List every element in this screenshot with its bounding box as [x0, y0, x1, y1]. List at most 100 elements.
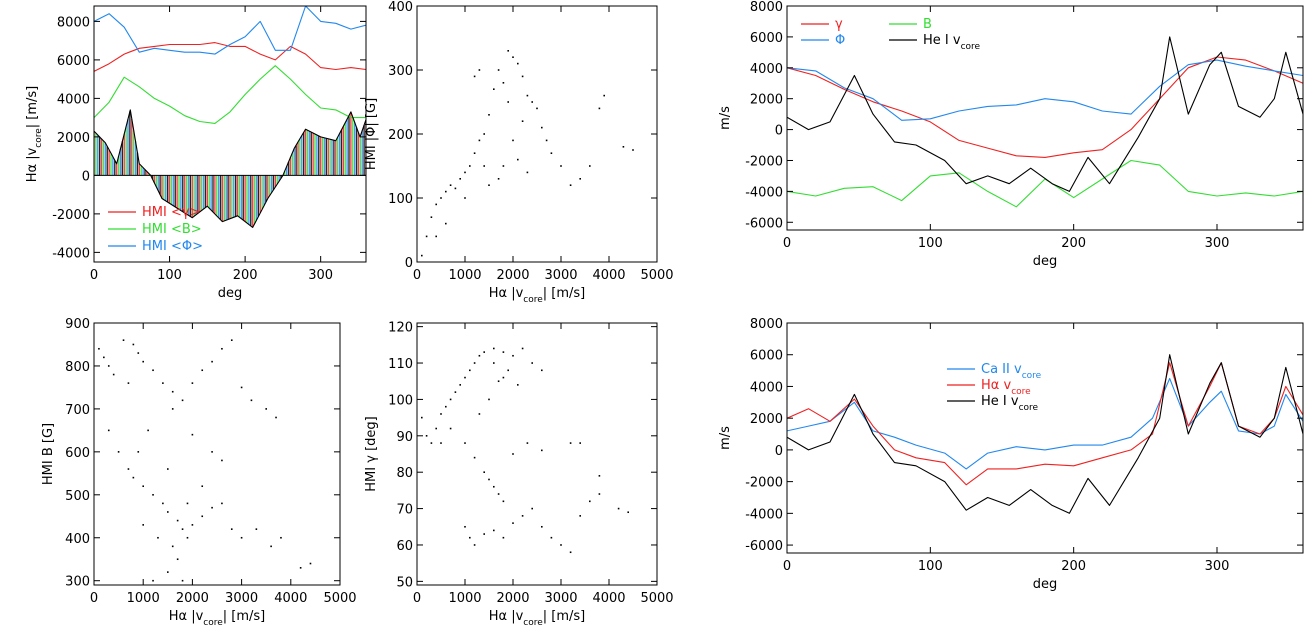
scatter-point — [459, 178, 461, 180]
scatter-point — [280, 536, 282, 539]
legend-label: HMI <γ> — [142, 205, 200, 220]
scatter-point — [589, 500, 591, 503]
y-tick-label: 0 — [775, 124, 783, 139]
scatter-point — [598, 475, 601, 477]
y-tick-label: 110 — [388, 357, 413, 372]
panel-bottom-right: 0 100 200 300 -6000 -4000 -2000 0 2000 4000 6000 80… — [718, 317, 1304, 592]
series-line — [94, 6, 366, 55]
scatter-point — [142, 524, 144, 526]
scatter-point — [512, 354, 514, 357]
scatter-point — [440, 197, 442, 199]
scatter-point — [502, 351, 505, 353]
scatter-point — [270, 545, 272, 548]
x-tick-label: 3000 — [225, 591, 258, 606]
scatter-point — [473, 362, 476, 364]
scatter-point — [502, 500, 505, 503]
scatter-point — [240, 536, 243, 539]
scatter-point — [167, 571, 169, 573]
scatter-point — [132, 343, 135, 346]
scatter-point — [493, 347, 495, 350]
y-tick-label: 6000 — [750, 349, 783, 364]
x-tick-label: 4000 — [274, 591, 307, 606]
y-tick-label: 8000 — [57, 15, 90, 30]
scatter-point — [117, 451, 120, 453]
y-axis-label: HMI B [G] — [41, 423, 56, 485]
y-tick-label: 0 — [82, 169, 90, 184]
y-tick-label: 0 — [405, 256, 413, 271]
x-axis-label: Hα |vcore| [m/s] — [489, 609, 586, 628]
scatter-point — [181, 399, 184, 402]
scatter-point — [545, 139, 548, 142]
plot-frame — [416, 322, 658, 586]
y-tick-label: 4000 — [57, 92, 90, 107]
plot-frame — [93, 5, 367, 263]
y-axis-label: Hα |vcore| [m/s] — [25, 86, 44, 183]
y-axis-label: m/s — [718, 106, 733, 130]
scatter-point — [478, 69, 481, 71]
scatter-point — [497, 380, 500, 383]
series-line — [787, 59, 1303, 121]
scatter-point — [167, 511, 169, 513]
legend-label: B — [923, 17, 932, 32]
x-tick-label: 4000 — [592, 591, 625, 606]
series-line — [787, 36, 1303, 192]
y-tick-label: 100 — [388, 192, 413, 207]
x-tick-label: 3000 — [544, 591, 577, 606]
y-axis-label: m/s — [718, 426, 733, 450]
series-line — [787, 354, 1303, 514]
scatter-point — [211, 360, 213, 363]
scatter-point — [221, 459, 223, 462]
scatter-point — [507, 369, 509, 372]
x-axis-label: Hα |vcore| [m/s] — [489, 286, 586, 305]
y-tick-label: -6000 — [745, 539, 783, 554]
scatter-point — [622, 146, 625, 148]
legend-label: HMI <Φ> — [142, 239, 203, 254]
x-tick-label: 5000 — [323, 591, 356, 606]
x-tick-label: 0 — [783, 236, 791, 251]
scatter-point — [435, 427, 437, 430]
scatter-point — [430, 216, 433, 218]
legend: γΦ BHe I vcore — [801, 17, 981, 52]
scatter-point — [464, 525, 466, 528]
plot-area — [94, 6, 366, 228]
scatter-point — [598, 493, 601, 495]
scatter-point — [221, 502, 223, 505]
x-tick-label: 0 — [413, 268, 421, 283]
scatter-point — [255, 528, 258, 530]
y-tick-label: 8000 — [750, 0, 783, 15]
y-tick-label: 6000 — [57, 54, 90, 69]
scatter-point — [517, 158, 519, 161]
y-tick-label: 6000 — [750, 31, 783, 46]
y-tick-label: 80 — [396, 466, 413, 481]
scatter-point — [488, 114, 490, 116]
x-tick-label: 300 — [1205, 559, 1230, 574]
scatter-point — [541, 525, 543, 528]
x-tick-label: 2000 — [176, 591, 209, 606]
scatter-point — [127, 382, 130, 384]
plot-frame — [93, 322, 341, 586]
panel-top-middle: 0 1000 2000 3000 4000 5000 0 100 200 300 400 Hα |vc… — [364, 0, 674, 305]
scatter-point — [512, 522, 514, 524]
scatter-point — [464, 171, 466, 174]
y-tick-label: 300 — [388, 64, 413, 79]
y-tick-label: -4000 — [745, 507, 783, 522]
y-tick-label: 2000 — [57, 131, 90, 146]
scatter-point — [186, 536, 189, 539]
scatter-point — [521, 515, 524, 517]
legend-label: Φ — [835, 33, 845, 48]
scatter-point — [598, 107, 601, 110]
y-axis-label: HMI γ [deg] — [364, 416, 379, 491]
x-tick-label: 0 — [90, 268, 98, 283]
scatter-point — [176, 519, 179, 522]
scatter-point — [627, 511, 629, 514]
scatter-point — [171, 390, 174, 393]
x-tick-label: 200 — [1061, 236, 1086, 251]
y-tick-label: 4000 — [750, 380, 783, 395]
x-tick-label: 0 — [413, 591, 421, 606]
scatter-point — [167, 468, 169, 470]
scatter-point — [421, 416, 423, 419]
y-tick-label: -4000 — [745, 185, 783, 200]
scatter-point — [454, 187, 457, 190]
x-axis-label: deg — [1033, 577, 1058, 592]
scatter-point — [421, 254, 423, 257]
